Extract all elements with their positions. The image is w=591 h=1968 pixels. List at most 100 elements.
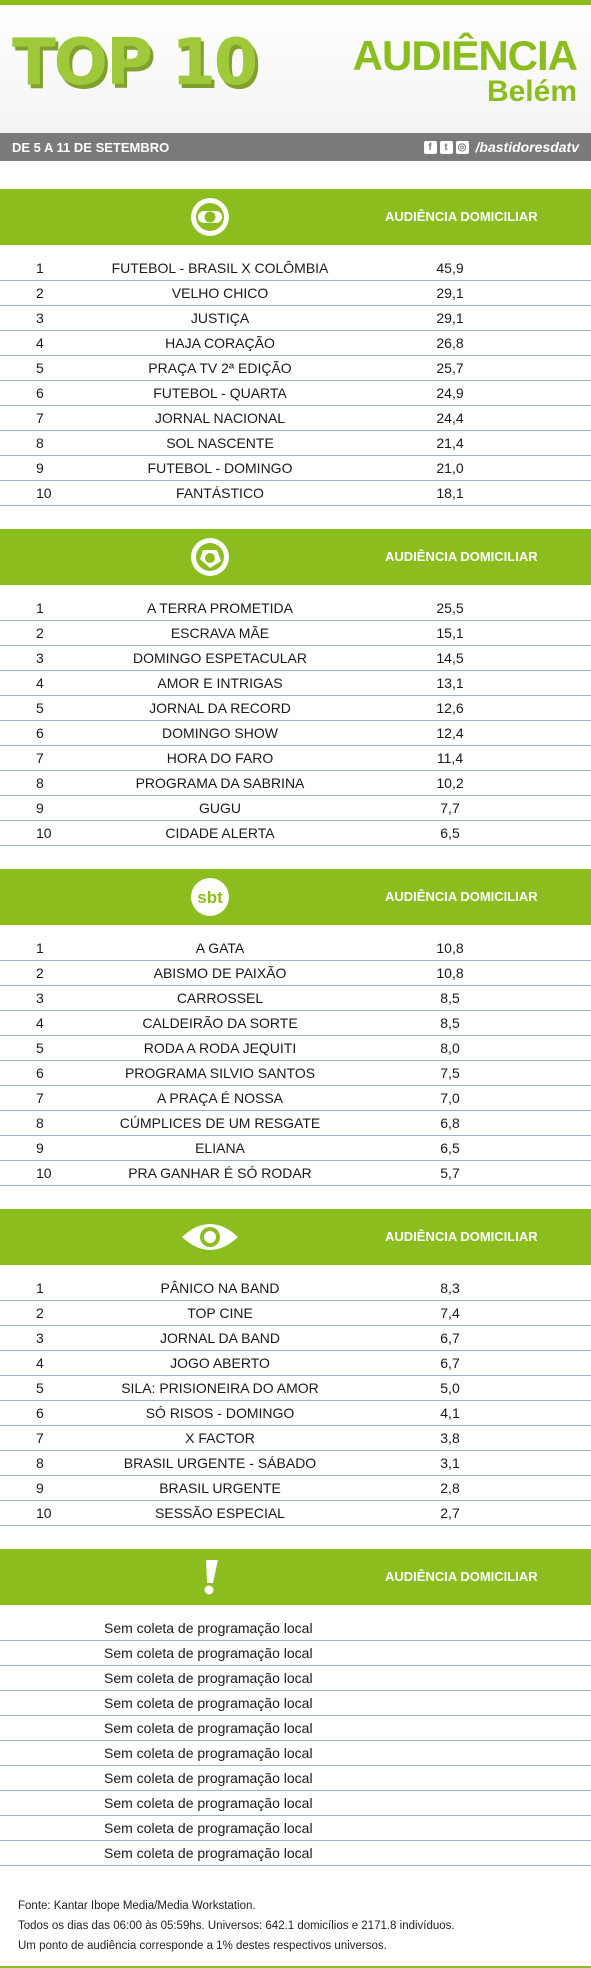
spacer bbox=[0, 507, 591, 529]
rank-cell: 8 bbox=[36, 775, 44, 791]
rank-cell: 4 bbox=[36, 1015, 44, 1031]
table-row: 2 TOP CINE 7,4 bbox=[0, 1302, 591, 1326]
twitter-icon[interactable]: t bbox=[439, 140, 453, 154]
section-label: AUDIÊNCIA DOMICILIAR bbox=[385, 1569, 538, 1584]
program-name-cell: VELHO CHICO bbox=[171, 285, 269, 301]
rating-cell: 2,8 bbox=[440, 1480, 460, 1496]
rating-cell: 24,4 bbox=[436, 410, 464, 426]
table-row: 5 RODA A RODA JEQUITI 8,0 bbox=[0, 1037, 591, 1061]
rank-cell: 7 bbox=[36, 1430, 44, 1446]
program-name-cell: DOMINGO SHOW bbox=[162, 725, 278, 741]
rating-cell: 2,7 bbox=[440, 1505, 460, 1521]
rating-cell: 21,0 bbox=[436, 460, 464, 476]
table-row: Sem coleta de programação local bbox=[0, 1817, 591, 1841]
spacer bbox=[0, 161, 591, 189]
program-name-cell: FUTEBOL - QUARTA bbox=[153, 385, 287, 401]
table-row: 8 BRASIL URGENTE - SÁBADO 3,1 bbox=[0, 1452, 591, 1476]
table-row: 1 PÂNICO NA BAND 8,3 bbox=[0, 1277, 591, 1301]
rank-cell: 5 bbox=[36, 360, 44, 376]
table-row: 7 X FACTOR 3,8 bbox=[0, 1427, 591, 1451]
rating-cell: 10,8 bbox=[436, 965, 464, 981]
program-name-cell: JORNAL NACIONAL bbox=[154, 410, 286, 426]
section-label: AUDIÊNCIA DOMICILIAR bbox=[385, 889, 538, 904]
rank-cell: 6 bbox=[36, 725, 44, 741]
program-name-cell: PROGRAMA DA SABRINA bbox=[135, 775, 305, 791]
rank-cell: 10 bbox=[36, 1505, 52, 1521]
rating-cell: 25,7 bbox=[436, 360, 464, 376]
program-name-cell: BRASIL URGENTE bbox=[159, 1480, 281, 1496]
rank-cell: 9 bbox=[36, 800, 44, 816]
program-name-cell: PRA GANHAR É SÓ RODAR bbox=[128, 1165, 312, 1181]
rating-cell: 13,1 bbox=[436, 675, 464, 691]
table-row: 2 ESCRAVA MÃE 15,1 bbox=[0, 622, 591, 646]
program-name-cell: CARROSSEL bbox=[176, 990, 264, 1006]
section-header-globo: AUDIÊNCIA DOMICILIAR bbox=[0, 189, 591, 245]
table-row: Sem coleta de programação local bbox=[0, 1792, 591, 1816]
program-name-cell: FUTEBOL - BRASIL X COLÔMBIA bbox=[111, 260, 329, 276]
table-row: Sem coleta de programação local bbox=[0, 1642, 591, 1666]
rating-cell: 6,5 bbox=[440, 1140, 460, 1156]
program-name-cell: PROGRAMA SILVIO SANTOS bbox=[124, 1065, 316, 1081]
svg-text:sbt: sbt bbox=[197, 888, 223, 907]
rank-cell: 1 bbox=[36, 260, 44, 276]
instagram-icon[interactable]: ◎ bbox=[455, 140, 469, 154]
footer-point-definition: Um ponto de audiência corresponde a 1% d… bbox=[18, 1940, 387, 1952]
program-name-cell: JUSTIÇA bbox=[190, 310, 250, 326]
rating-cell: 15,1 bbox=[436, 625, 464, 641]
spacer bbox=[0, 847, 591, 869]
rank-cell: 10 bbox=[36, 825, 52, 841]
program-name-cell: CÚMPLICES DE UM RESGATE bbox=[119, 1115, 321, 1131]
program-name-cell: JORNAL DA RECORD bbox=[149, 700, 291, 716]
no-data-note: Sem coleta de programação local bbox=[104, 1670, 313, 1686]
facebook-icon[interactable]: f bbox=[423, 140, 437, 154]
rank-cell: 4 bbox=[36, 1355, 44, 1371]
no-data-list: Sem coleta de programação local Sem colet… bbox=[0, 1605, 591, 1866]
rating-cell: 25,5 bbox=[436, 600, 464, 616]
spacer bbox=[0, 1527, 591, 1549]
rating-cell: 4,1 bbox=[440, 1405, 460, 1421]
audiencia-title: AUDIÊNCIA Belém bbox=[352, 32, 578, 107]
rating-cell: 8,5 bbox=[440, 1015, 460, 1031]
rating-cell: 7,7 bbox=[440, 800, 460, 816]
table-row: 4 AMOR E INTRIGAS 13,1 bbox=[0, 672, 591, 696]
ranking-list-record: 1 A TERRA PROMETIDA 25,5 2 ESCRAVA MÃE 15,1 3 D… bbox=[0, 585, 591, 846]
program-name-cell: JOGO ABERTO bbox=[170, 1355, 270, 1371]
rating-cell: 8,5 bbox=[440, 990, 460, 1006]
rating-cell: 18,1 bbox=[436, 485, 464, 501]
table-row: Sem coleta de programação local bbox=[0, 1667, 591, 1691]
table-row: 10 PRA GANHAR É SÓ RODAR 5,7 bbox=[0, 1162, 591, 1186]
program-name-cell: HORA DO FARO bbox=[166, 750, 274, 766]
no-data-note: Sem coleta de programação local bbox=[104, 1795, 313, 1811]
rank-cell: 6 bbox=[36, 1405, 44, 1421]
table-row: 6 DOMINGO SHOW 12,4 bbox=[0, 722, 591, 746]
rating-cell: 7,5 bbox=[440, 1065, 460, 1081]
rating-cell: 5,7 bbox=[440, 1165, 460, 1181]
rank-cell: 1 bbox=[36, 600, 44, 616]
rank-cell: 3 bbox=[36, 1330, 44, 1346]
table-row: 3 JORNAL DA BAND 6,7 bbox=[0, 1327, 591, 1351]
table-row: Sem coleta de programação local bbox=[0, 1842, 591, 1866]
social-handle[interactable]: /bastidoresdatv bbox=[475, 139, 579, 155]
no-data-note: Sem coleta de programação local bbox=[104, 1695, 313, 1711]
program-name-cell: CALDEIRÃO DA SORTE bbox=[142, 1015, 298, 1031]
table-row: Sem coleta de programação local bbox=[0, 1692, 591, 1716]
table-row: 4 JOGO ABERTO 6,7 bbox=[0, 1352, 591, 1376]
rating-cell: 21,4 bbox=[436, 435, 464, 451]
audiencia-label: AUDIÊNCIA bbox=[352, 32, 578, 79]
ranking-list-band: 1 PÂNICO NA BAND 8,3 2 TOP CINE 7,4 3 JORNAL DA… bbox=[0, 1265, 591, 1526]
rating-cell: 14,5 bbox=[436, 650, 464, 666]
program-name-cell: HAJA CORAÇÃO bbox=[165, 335, 275, 351]
date-range: DE 5 A 11 DE SETEMBRO bbox=[12, 139, 170, 155]
program-name-cell: FANTÁSTICO bbox=[176, 485, 264, 501]
section-header-sbt: sbt AUDIÊNCIA DOMICILIAR bbox=[0, 869, 591, 925]
table-row: 9 FUTEBOL - DOMINGO 21,0 bbox=[0, 457, 591, 481]
table-row: 5 PRAÇA TV 2ª EDIÇÃO 25,7 bbox=[0, 357, 591, 381]
globo-logo-icon bbox=[191, 198, 229, 236]
ranking-list-sbt: 1 A GATA 10,8 2 ABISMO DE PAIXÃO 10,8 3 CARROSS… bbox=[0, 925, 591, 1186]
rating-cell: 3,8 bbox=[440, 1430, 460, 1446]
program-name-cell: ESCRAVA MÃE bbox=[170, 625, 270, 641]
rating-cell: 7,4 bbox=[440, 1305, 460, 1321]
rank-cell: 8 bbox=[36, 1455, 44, 1471]
rank-cell: 10 bbox=[36, 485, 52, 501]
table-row: 1 A GATA 10,8 bbox=[0, 937, 591, 961]
